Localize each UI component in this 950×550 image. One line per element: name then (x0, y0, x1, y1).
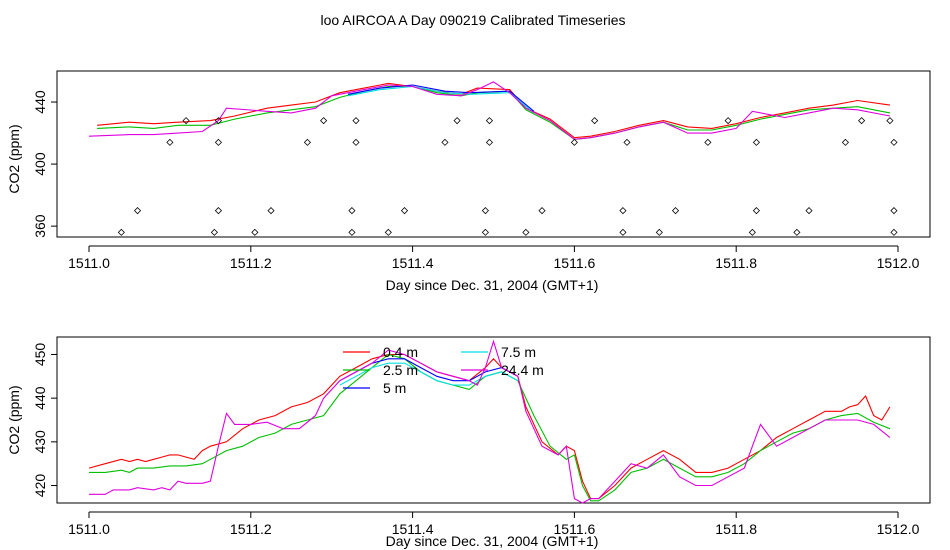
chart-2-x-tick-label: 1511.0 (68, 521, 110, 537)
chart-1-marker-point (267, 207, 275, 215)
chart-1-series-group (88, 81, 891, 140)
chart-1-plot-frame (56, 70, 931, 238)
chart-2-legend-label: 24.4 m (501, 362, 544, 378)
chart-2-series-7-5-m-line (339, 362, 519, 386)
chart-2-legend: 0.4 m 2.5 m 5 m 7.5 m 24.4 m (343, 344, 544, 396)
chart-1-marker-point (214, 138, 223, 146)
chart-1-marker-point (522, 228, 530, 236)
chart-1-marker-point (805, 207, 813, 215)
chart-1: 1511.0 1511.2 1511.4 1511.6 1511.8 1512.0 360… (6, 70, 931, 293)
chart-1-marker-point (748, 228, 756, 236)
chart-1-marker-point (481, 228, 489, 236)
figure-title: loo AIRCOA A Day 090219 Calibrated Times… (320, 12, 625, 28)
chart-1-marker-point (303, 138, 311, 146)
chart-1-x-tick-label: 1511.0 (68, 255, 110, 271)
chart-1-marker-point (890, 138, 898, 146)
chart-2-y-tick-label: 450 (32, 343, 48, 367)
chart-1-marker-point (384, 228, 392, 236)
chart-1-x-tick-label: 1511.8 (715, 255, 757, 271)
chart-1-markers-group (117, 117, 898, 236)
chart-2: 0.4 m2.5 m5 m7.5 m24.4 m 1511.0 1511.2 151… (6, 336, 931, 549)
chart-1-x-tick-label: 1511.4 (392, 255, 434, 271)
chart-1-x-tick-label: 1511.6 (554, 255, 596, 271)
chart-2-x-axis-label: Day since Dec. 31, 2004 (GMT+1) (386, 533, 599, 549)
chart-1-marker-point (117, 228, 125, 236)
chart-2-y-tick-label: 420 (32, 474, 48, 498)
chart-1-marker-point (752, 207, 760, 215)
chart-2-legend-label: 5 m (383, 380, 406, 396)
chart-1-x-tick-label: 1512.0 (877, 255, 920, 271)
chart-2-x-axis: 1511.0 1511.2 1511.4 1511.6 1511.8 1512.0 (68, 511, 920, 537)
chart-1-marker-point (214, 207, 223, 215)
chart-2-y-tick-label: 430 (32, 430, 48, 454)
chart-1-series-2-line (97, 85, 891, 140)
chart-1-marker-point (538, 207, 546, 215)
chart-1-marker-point (453, 117, 461, 125)
chart-1-y-tick-label: 400 (32, 152, 48, 176)
chart-1-marker-point (214, 117, 223, 125)
chart-1-marker-point (485, 138, 494, 146)
chart-1-marker-point (133, 207, 142, 215)
chart-1-marker-point (400, 207, 409, 215)
chart-1-marker-point (348, 207, 356, 215)
chart-1-marker-point (671, 207, 680, 215)
chart-1-marker-point (704, 138, 712, 146)
chart-2-series-group (88, 339, 891, 504)
chart-1-marker-point (623, 138, 631, 146)
chart-1-y-tick-label: 360 (32, 214, 48, 238)
chart-1-marker-point (619, 207, 627, 215)
chart-1-marker-point (591, 117, 599, 125)
chart-1-marker-point (619, 228, 627, 236)
chart-2-x-tick-label: 1512.0 (877, 521, 920, 537)
chart-1-marker-point (166, 138, 174, 146)
chart-1-marker-point (352, 138, 360, 146)
chart-1-series-3-line (347, 84, 535, 112)
chart-1-marker-point (251, 228, 259, 236)
chart-1-y-axis: 360 400 440 (32, 90, 58, 238)
chart-1-marker-point (352, 117, 360, 125)
chart-1-marker-point (890, 207, 898, 215)
chart-1-x-tick-label: 1511.2 (230, 255, 272, 271)
chart-1-marker-point (752, 138, 760, 146)
chart-2-plot-frame (56, 336, 931, 504)
chart-1-marker-point (570, 138, 578, 146)
chart-1-x-axis-label: Day since Dec. 31, 2004 (GMT+1) (386, 277, 599, 293)
chart-1-marker-point (348, 228, 356, 236)
chart-1-marker-point (441, 138, 449, 146)
chart-1-marker-point (182, 117, 190, 125)
chart-1-marker-point (793, 228, 801, 236)
chart-1-marker-point (724, 117, 732, 125)
chart-1-marker-point (481, 207, 489, 215)
chart-1-marker-point (210, 228, 218, 236)
chart-2-legend-label: 7.5 m (501, 344, 536, 360)
chart-1-y-tick-label: 440 (32, 90, 48, 114)
chart-1-marker-point (841, 138, 849, 146)
chart-2-series-2-5-m-line (89, 353, 891, 502)
chart-2-x-tick-label: 1511.4 (392, 521, 434, 537)
chart-1-series-1-line (97, 82, 890, 139)
chart-1-marker-point (886, 117, 894, 125)
chart-2-legend-label: 0.4 m (383, 344, 418, 360)
chart-1-marker-point (320, 117, 328, 125)
chart-2-x-tick-label: 1511.2 (230, 521, 272, 537)
chart-1-series-5-line (88, 81, 891, 140)
chart-2-x-tick-label: 1511.8 (715, 521, 757, 537)
chart-2-series-24-4-m-line (89, 339, 891, 504)
chart-2-legend-label: 2.5 m (383, 362, 418, 378)
chart-2-y-axis: 420 430 440 450 (32, 343, 58, 498)
chart-1-marker-point (858, 117, 866, 125)
chart-2-y-axis-label: CO2 (ppm) (6, 385, 22, 454)
chart-2-y-tick-label: 440 (32, 386, 48, 410)
chart-2-x-tick-label: 1511.6 (554, 521, 596, 537)
chart-1-marker-point (655, 228, 663, 236)
chart-1-x-axis: 1511.0 1511.2 1511.4 1511.6 1511.8 1512.0 (68, 245, 920, 271)
chart-1-y-axis-label: CO2 (ppm) (6, 124, 22, 193)
chart-1-marker-point (890, 228, 898, 236)
chart-1-marker-point (485, 117, 494, 125)
chart-2-series-0-4-m-line (88, 353, 891, 500)
